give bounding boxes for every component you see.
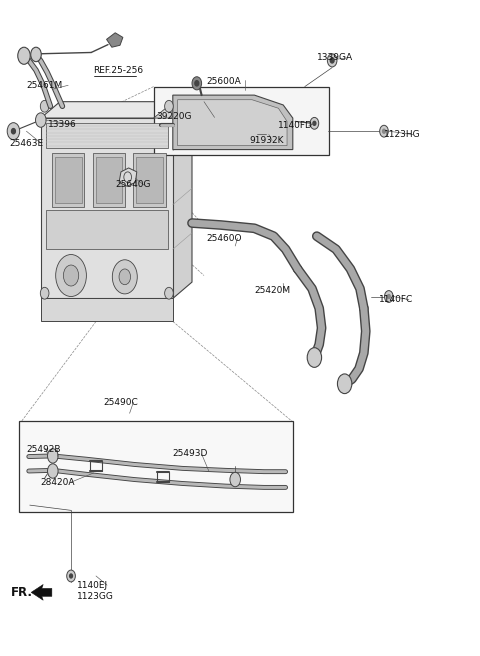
Circle shape bbox=[36, 113, 46, 127]
Polygon shape bbox=[119, 168, 137, 186]
Circle shape bbox=[165, 100, 173, 112]
Bar bbox=[133, 153, 166, 207]
Circle shape bbox=[330, 58, 334, 63]
Circle shape bbox=[383, 129, 385, 133]
Circle shape bbox=[337, 374, 352, 394]
Polygon shape bbox=[107, 33, 123, 47]
Polygon shape bbox=[31, 584, 52, 600]
Polygon shape bbox=[41, 298, 173, 321]
Circle shape bbox=[380, 125, 388, 137]
Bar bbox=[93, 153, 125, 207]
Circle shape bbox=[40, 100, 49, 112]
Text: 25461M: 25461M bbox=[26, 81, 63, 90]
Bar bbox=[55, 157, 82, 203]
Circle shape bbox=[310, 117, 319, 129]
Text: 25600A: 25600A bbox=[206, 77, 241, 87]
Text: 28420A: 28420A bbox=[41, 478, 75, 487]
Circle shape bbox=[119, 269, 131, 285]
Polygon shape bbox=[173, 102, 192, 298]
Circle shape bbox=[40, 287, 49, 299]
Circle shape bbox=[230, 472, 240, 487]
Text: 1123GG: 1123GG bbox=[77, 592, 114, 602]
Circle shape bbox=[327, 54, 337, 67]
Circle shape bbox=[56, 255, 86, 297]
Polygon shape bbox=[154, 104, 188, 118]
Circle shape bbox=[165, 287, 173, 299]
Bar bbox=[52, 153, 84, 207]
Circle shape bbox=[48, 449, 58, 463]
Text: 39220G: 39220G bbox=[156, 112, 192, 121]
Circle shape bbox=[195, 81, 199, 86]
Circle shape bbox=[48, 464, 58, 478]
Text: 25463E: 25463E bbox=[10, 138, 44, 148]
Text: 25420M: 25420M bbox=[254, 286, 290, 295]
Text: 1140FC: 1140FC bbox=[379, 295, 413, 304]
Bar bbox=[19, 421, 293, 512]
Text: 25492B: 25492B bbox=[26, 445, 61, 454]
Circle shape bbox=[387, 295, 390, 298]
Circle shape bbox=[307, 348, 322, 367]
Circle shape bbox=[112, 260, 137, 294]
Bar bbox=[136, 157, 163, 203]
Circle shape bbox=[12, 129, 15, 134]
Text: 13396: 13396 bbox=[48, 120, 77, 129]
Polygon shape bbox=[41, 118, 173, 298]
Circle shape bbox=[67, 570, 75, 582]
Text: 25640G: 25640G bbox=[115, 180, 151, 190]
Bar bbox=[46, 210, 168, 249]
Text: 25460O: 25460O bbox=[206, 234, 242, 243]
Polygon shape bbox=[173, 95, 293, 150]
Bar bbox=[154, 87, 329, 155]
Circle shape bbox=[192, 77, 202, 90]
Text: 91932K: 91932K bbox=[250, 136, 284, 145]
Bar bbox=[46, 123, 168, 148]
Polygon shape bbox=[178, 100, 287, 146]
Text: 1140EJ: 1140EJ bbox=[77, 581, 108, 590]
Bar bbox=[96, 157, 122, 203]
Circle shape bbox=[63, 265, 79, 286]
Text: 1140FD: 1140FD bbox=[278, 121, 313, 131]
Circle shape bbox=[313, 121, 316, 125]
Text: 1339GA: 1339GA bbox=[317, 53, 353, 62]
Text: FR.: FR. bbox=[11, 586, 33, 599]
Polygon shape bbox=[41, 102, 192, 118]
Circle shape bbox=[70, 574, 72, 578]
Text: 1123HG: 1123HG bbox=[384, 130, 420, 139]
Circle shape bbox=[31, 47, 41, 62]
Circle shape bbox=[384, 291, 393, 302]
Circle shape bbox=[18, 47, 30, 64]
Text: 25493D: 25493D bbox=[173, 449, 208, 459]
Text: REF.25-256: REF.25-256 bbox=[94, 66, 144, 75]
Circle shape bbox=[7, 123, 20, 140]
Text: 25490C: 25490C bbox=[103, 398, 138, 407]
